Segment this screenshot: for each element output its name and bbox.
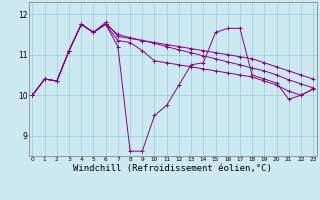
X-axis label: Windchill (Refroidissement éolien,°C): Windchill (Refroidissement éolien,°C): [73, 164, 272, 173]
